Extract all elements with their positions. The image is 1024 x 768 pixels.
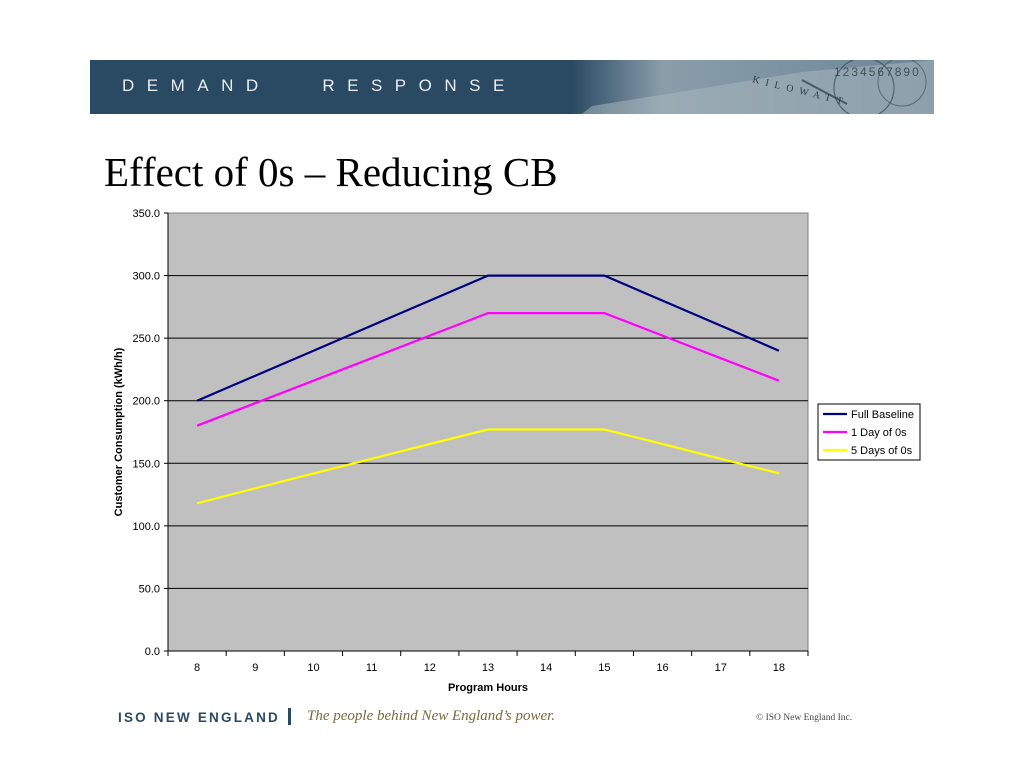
x-tick-label: 13 [482, 662, 494, 674]
x-tick-label: 12 [424, 662, 436, 674]
legend-label: Full Baseline [851, 409, 914, 421]
series-lines [196, 274, 780, 505]
legend: Full Baseline 1 Day of 0s 5 Days of 0s [817, 403, 921, 461]
banner-title: DEMAND RESPONSE [122, 76, 517, 95]
y-tick-label: 300.0 [132, 271, 160, 283]
footer-brand: ISO NEW ENGLAND [118, 710, 281, 725]
x-tick-label: 15 [598, 662, 610, 674]
x-tick-label: 17 [715, 662, 727, 674]
y-tick-label: 350.0 [132, 208, 160, 220]
art-digits: 1234567890 [834, 65, 921, 79]
x-tick-label: 14 [540, 662, 552, 674]
footer-copyright: © ISO New England Inc. [756, 713, 853, 723]
x-axis: 8 9 10 11 12 13 14 15 16 17 18 [167, 650, 809, 674]
y-tick-label: 250.0 [132, 333, 160, 345]
x-tick-label: 11 [366, 662, 377, 674]
series-line-2 [196, 312, 780, 427]
x-tick-label: 18 [773, 662, 785, 674]
legend-label: 5 Days of 0s [851, 445, 913, 457]
y-axis-title: Customer Consumption (kWh/h) [113, 347, 125, 516]
y-tick-label: 100.0 [132, 521, 160, 533]
slide-title: Effect of 0s – Reducing CB [104, 149, 558, 195]
y-tick-label: 150.0 [132, 458, 160, 470]
kilowatt-meter-image: KILOWATT 1234567890 [572, 60, 934, 114]
header-banner: DEMAND RESPONSE KILOWATT 1234567890 [90, 60, 934, 114]
y-tick-label: 50.0 [139, 583, 160, 595]
x-tick-label: 9 [252, 662, 258, 674]
legend-label: 1 Day of 0s [851, 427, 907, 439]
plot-area [167, 212, 809, 652]
y-axis: 0.0 50.0 100.0 150.0 200.0 250.0 300.0 350.0 [132, 208, 169, 658]
y-tick-label: 200.0 [132, 396, 160, 408]
x-tick-label: 10 [307, 662, 319, 674]
y-tick-label: 0.0 [145, 646, 160, 658]
x-axis-title: Program Hours [448, 682, 528, 694]
x-tick-label: 16 [656, 662, 668, 674]
footer-divider [288, 708, 291, 725]
x-tick-label: 8 [194, 662, 200, 674]
footer-tagline: The people behind New England’s power. [307, 708, 556, 724]
series-line-1 [196, 274, 780, 402]
